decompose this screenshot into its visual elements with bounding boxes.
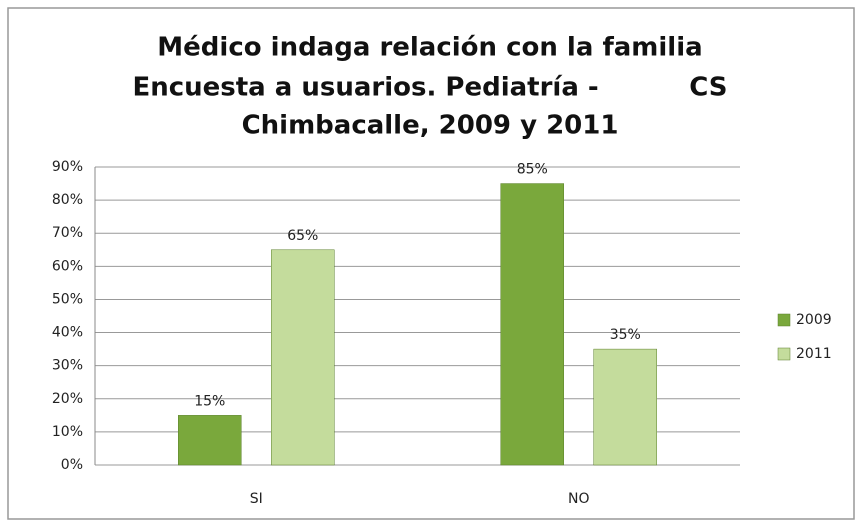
- value-label: 35%: [610, 327, 641, 343]
- y-tick-label: 30%: [52, 358, 83, 374]
- y-tick-label: 50%: [52, 291, 83, 307]
- legend-label: 2011: [796, 346, 832, 362]
- y-tick-label: 10%: [52, 424, 83, 440]
- bar: [271, 249, 335, 466]
- bar: [593, 348, 657, 466]
- legend-swatch: [777, 313, 791, 327]
- x-tick-label: SI: [250, 491, 263, 507]
- bar: [178, 415, 242, 466]
- chart-title: Encuesta a usuarios. Pediatría - CS: [132, 73, 727, 103]
- chart-title: Chimbacalle, 2009 y 2011: [242, 111, 619, 141]
- x-tick-label: NO: [568, 491, 590, 507]
- y-tick-label: 70%: [52, 225, 83, 241]
- value-label: 65%: [287, 228, 318, 244]
- y-tick-label: 60%: [52, 258, 83, 274]
- bar: [500, 183, 564, 466]
- legend-swatch: [777, 347, 791, 361]
- chart-title: Médico indaga relación con la familia: [157, 33, 702, 63]
- y-tick-label: 40%: [52, 325, 83, 341]
- value-label: 15%: [194, 393, 225, 409]
- chart-frame: [7, 7, 855, 520]
- y-tick-label: 20%: [52, 391, 83, 407]
- y-tick-label: 0%: [61, 457, 83, 473]
- legend-label: 2009: [796, 312, 832, 328]
- value-label: 85%: [517, 162, 548, 178]
- y-tick-label: 90%: [52, 159, 83, 175]
- y-tick-label: 80%: [52, 192, 83, 208]
